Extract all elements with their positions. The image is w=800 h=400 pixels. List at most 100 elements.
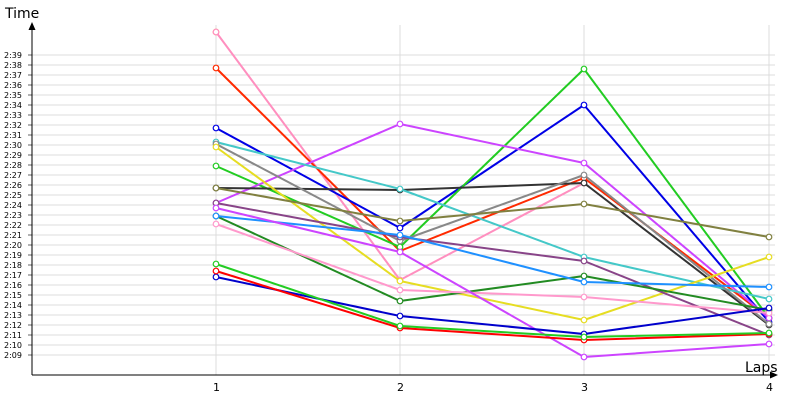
data-point bbox=[580, 278, 588, 286]
data-point bbox=[765, 320, 773, 328]
data-point bbox=[396, 286, 404, 294]
y-tick-label: 2:14 bbox=[4, 301, 22, 310]
x-tick-label: 2 bbox=[397, 381, 404, 394]
series-path bbox=[215, 123, 770, 319]
data-point bbox=[580, 179, 588, 187]
y-tick-label: 2:17 bbox=[4, 271, 22, 280]
series-path bbox=[215, 202, 770, 336]
series-line-5 bbox=[212, 65, 773, 322]
y-tick-label: 2:37 bbox=[4, 71, 22, 80]
x-tick-labels: 1 2 3 4 bbox=[213, 381, 773, 394]
y-axis-arrow bbox=[28, 22, 36, 30]
series-path bbox=[215, 215, 770, 288]
series-line-3 bbox=[212, 64, 773, 322]
data-point bbox=[765, 329, 773, 337]
data-point bbox=[396, 297, 404, 305]
y-tick-label: 2:36 bbox=[4, 81, 22, 90]
series-line-11 bbox=[212, 184, 773, 241]
series-line-17 bbox=[212, 273, 773, 338]
series-group bbox=[212, 28, 773, 361]
data-point bbox=[212, 162, 220, 170]
y-tick-label: 2:26 bbox=[4, 181, 22, 190]
data-point bbox=[212, 184, 220, 192]
series-path bbox=[215, 223, 770, 314]
data-point bbox=[212, 64, 220, 72]
y-tick-label: 2:25 bbox=[4, 191, 22, 200]
data-point bbox=[212, 273, 220, 281]
data-point bbox=[765, 304, 773, 312]
series-path bbox=[215, 104, 770, 323]
series-path bbox=[215, 263, 770, 338]
series-path bbox=[215, 182, 770, 326]
series-path bbox=[215, 143, 770, 325]
data-point bbox=[765, 253, 773, 261]
y-tick-labels: 2:392:382:372:362:352:342:332:322:312:30… bbox=[4, 51, 32, 360]
data-point bbox=[580, 316, 588, 324]
data-point bbox=[580, 257, 588, 265]
y-tick-label: 2:12 bbox=[4, 321, 22, 330]
series-path bbox=[215, 141, 770, 300]
series-line-14 bbox=[212, 212, 773, 291]
data-point bbox=[212, 267, 220, 275]
data-point bbox=[580, 159, 588, 167]
data-point bbox=[396, 231, 404, 239]
data-point bbox=[580, 200, 588, 208]
series-path bbox=[215, 207, 770, 358]
data-point bbox=[396, 120, 404, 128]
y-tick-label: 2:23 bbox=[4, 211, 22, 220]
series-line-10 bbox=[212, 143, 773, 324]
data-point bbox=[580, 272, 588, 280]
series-line-16 bbox=[212, 204, 773, 361]
data-point bbox=[396, 312, 404, 320]
data-point bbox=[212, 220, 220, 228]
y-tick-label: 2:15 bbox=[4, 291, 22, 300]
data-point bbox=[396, 248, 404, 256]
y-tick-label: 2:11 bbox=[4, 331, 22, 340]
series-path bbox=[215, 146, 770, 321]
data-point bbox=[580, 353, 588, 361]
data-point bbox=[580, 171, 588, 179]
y-tick-label: 2:16 bbox=[4, 281, 22, 290]
data-point bbox=[212, 124, 220, 132]
data-point bbox=[765, 295, 773, 303]
data-point bbox=[580, 293, 588, 301]
data-point bbox=[765, 340, 773, 348]
x-tick-label: 3 bbox=[581, 381, 588, 394]
x-axis-title: Laps bbox=[745, 360, 778, 376]
data-point bbox=[396, 185, 404, 193]
series-path bbox=[215, 215, 770, 311]
series-path bbox=[215, 68, 770, 319]
y-tick-label: 2:34 bbox=[4, 101, 22, 110]
x-axis-arrow bbox=[770, 371, 778, 379]
data-point bbox=[212, 212, 220, 220]
y-tick-label: 2:21 bbox=[4, 231, 22, 240]
data-point bbox=[212, 28, 220, 36]
y-tick-label: 2:18 bbox=[4, 261, 22, 270]
y-tick-label: 2:19 bbox=[4, 251, 22, 260]
x-tick-label: 1 bbox=[213, 381, 220, 394]
data-point bbox=[765, 283, 773, 291]
data-point bbox=[212, 260, 220, 268]
y-tick-label: 2:38 bbox=[4, 61, 22, 70]
data-point bbox=[580, 101, 588, 109]
data-point bbox=[212, 143, 220, 151]
series-path bbox=[215, 276, 770, 335]
series-line-15 bbox=[212, 220, 773, 317]
series-path bbox=[215, 270, 770, 341]
y-tick-label: 2:24 bbox=[4, 201, 22, 210]
y-tick-label: 2:09 bbox=[4, 351, 22, 360]
y-tick-label: 2:22 bbox=[4, 221, 22, 230]
data-point bbox=[212, 204, 220, 212]
data-point bbox=[396, 224, 404, 232]
y-tick-label: 2:20 bbox=[4, 241, 22, 250]
data-point bbox=[580, 333, 588, 341]
series-path bbox=[215, 67, 770, 319]
data-point bbox=[765, 233, 773, 241]
y-tick-label: 2:28 bbox=[4, 161, 22, 170]
series-line-8 bbox=[212, 138, 773, 303]
y-tick-label: 2:39 bbox=[4, 51, 22, 60]
data-point bbox=[396, 217, 404, 225]
y-tick-label: 2:13 bbox=[4, 311, 22, 320]
x-tick-label: 4 bbox=[766, 381, 773, 394]
